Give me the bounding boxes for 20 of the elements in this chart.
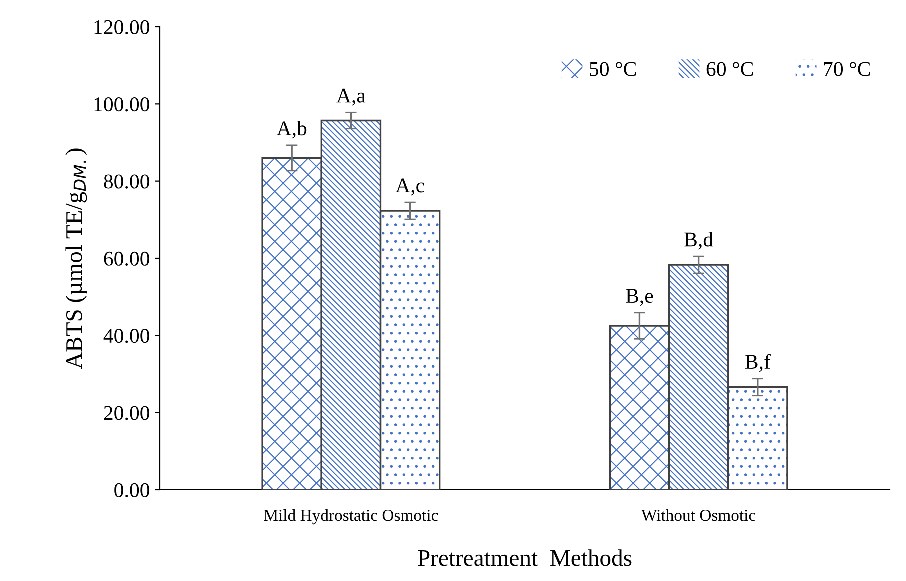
y-tick-label: 60.00: [104, 252, 150, 266]
data-label: B,e: [626, 289, 654, 306]
legend-label: 50 °C: [590, 62, 636, 76]
y-tick-label: 80.00: [104, 174, 150, 189]
x-tick-label: Without Osmotic: [642, 509, 756, 522]
y-tick-label: 20.00: [104, 406, 150, 420]
data-label: A,c: [396, 178, 424, 196]
legend-label: 60 °C: [706, 62, 754, 76]
data-label: A,a: [336, 88, 366, 106]
y-tick-label: 120.00: [94, 20, 150, 35]
y-tick-label: 0.00: [114, 483, 150, 498]
x-tick-label: Mild Hydrostatic Osmotic: [264, 509, 438, 525]
y-tick-label: 40.00: [104, 329, 150, 344]
data-label: A,b: [276, 121, 307, 139]
y-axis-title: ABTS (µmol TE/g$_{DM.}$): [66, 148, 88, 370]
y-tick-label: 100.00: [94, 98, 150, 112]
data-label: B,d: [684, 232, 714, 250]
x-axis-title: Pretreatment Methods: [418, 550, 632, 566]
legend-label: 70 °C: [824, 62, 870, 76]
data-label: B,f: [745, 354, 771, 372]
